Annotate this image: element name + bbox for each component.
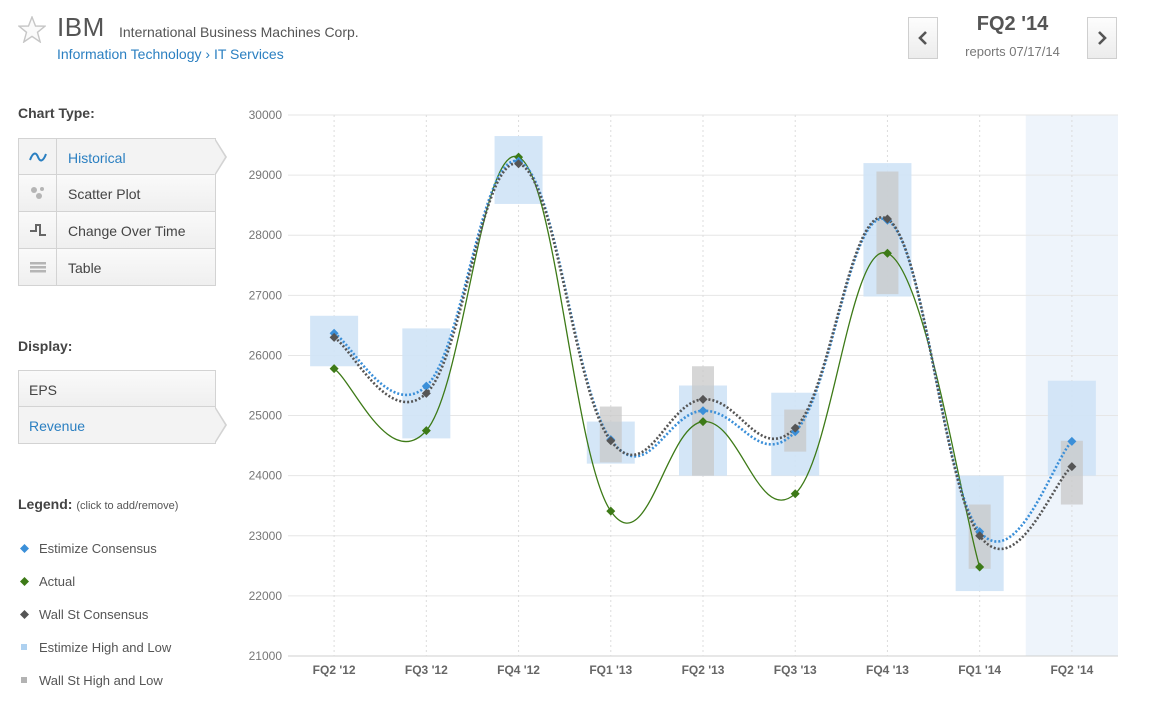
- wave-icon: [19, 139, 57, 174]
- chart-type-change-over-time[interactable]: Change Over Time: [18, 212, 216, 249]
- legend-label: Legend:: [18, 496, 73, 512]
- square-icon: [21, 677, 27, 683]
- wallst-point: [975, 531, 985, 541]
- x-tick-label: FQ2 '13: [682, 663, 725, 677]
- estimize-point: [421, 381, 431, 391]
- legend-label-estimize: Estimize Consensus: [39, 541, 157, 556]
- chart-type-menu: Historical Scatter Plot Change Over Time…: [18, 138, 227, 286]
- estimize-range-box: [494, 136, 543, 204]
- step-icon: [19, 212, 57, 248]
- wallst-point: [421, 388, 431, 398]
- wallst-point: [514, 159, 524, 169]
- wallst-point: [329, 332, 339, 342]
- estimize-point: [698, 406, 708, 416]
- wallst-point: [790, 423, 800, 433]
- x-tick-label: FQ4 '12: [497, 663, 540, 677]
- wallst-series-line: [333, 162, 1073, 551]
- estimize-point: [1067, 436, 1077, 446]
- chart-type-table[interactable]: Table: [18, 249, 216, 286]
- y-tick-label: 29000: [249, 168, 283, 182]
- y-tick-label: 23000: [249, 529, 283, 543]
- x-tick-label: FQ4 '13: [866, 663, 909, 677]
- legend-label-wallst: Wall St Consensus: [39, 607, 149, 622]
- next-quarter-button[interactable]: [1087, 17, 1117, 59]
- wallst-point: [606, 436, 616, 446]
- diamond-icon: [20, 544, 29, 553]
- y-tick-label: 25000: [249, 409, 283, 423]
- chart-type-scatter-label: Scatter Plot: [68, 186, 141, 202]
- actual-point: [790, 489, 800, 499]
- wallst-range-box: [876, 171, 899, 295]
- x-tick-label: FQ3 '12: [405, 663, 448, 677]
- wallst-point: [698, 394, 708, 404]
- previous-quarter-button[interactable]: [908, 17, 938, 59]
- legend-label-estimize-range: Estimize High and Low: [39, 640, 172, 655]
- report-date: reports 07/17/14: [965, 44, 1060, 59]
- y-tick-label: 30000: [249, 108, 283, 122]
- table-icon: [19, 249, 57, 285]
- actual-point: [606, 506, 616, 516]
- chevron-right-icon: [1098, 31, 1107, 45]
- display-revenue-label: Revenue: [29, 418, 86, 434]
- chart-type-table-label: Table: [68, 260, 102, 276]
- y-tick-label: 22000: [249, 589, 283, 603]
- square-icon: [21, 644, 27, 650]
- x-tick-label: FQ2 '12: [313, 663, 356, 677]
- breadcrumb: Information Technology › IT Services: [57, 46, 284, 62]
- chart-type-label: Chart Type:: [18, 105, 95, 121]
- breadcrumb-separator: ›: [205, 46, 211, 62]
- y-tick-label: 27000: [249, 288, 283, 302]
- legend-title: Legend: (click to add/remove): [18, 496, 178, 512]
- quarter-title: FQ2 '14: [976, 13, 1049, 35]
- diamond-icon: [20, 610, 29, 619]
- breadcrumb-sector-link[interactable]: Information Technology: [57, 46, 202, 62]
- actual-point: [882, 248, 892, 258]
- scatter-icon: [19, 175, 57, 211]
- x-tick-label: FQ1 '13: [589, 663, 632, 677]
- x-tick-label: FQ2 '14: [1050, 663, 1093, 677]
- y-tick-label: 21000: [249, 649, 283, 663]
- legend-label-actual: Actual: [39, 574, 76, 589]
- breadcrumb-industry-link[interactable]: IT Services: [213, 46, 284, 62]
- x-tick-label: FQ1 '14: [958, 663, 1001, 677]
- actual-point: [329, 364, 339, 374]
- wallst-point: [1067, 462, 1077, 472]
- wallst-point: [882, 214, 892, 224]
- wallst-range-box: [1060, 440, 1083, 505]
- company-name: International Business Machines Corp.: [119, 24, 359, 40]
- chart-type-historical-label: Historical: [68, 150, 126, 166]
- ticker-symbol: IBM: [57, 12, 105, 42]
- legend-label-wallst-range: Wall St High and Low: [39, 673, 163, 688]
- actual-point: [421, 426, 431, 436]
- chart-type-change-label: Change Over Time: [68, 223, 186, 239]
- display-eps[interactable]: EPS: [18, 370, 216, 407]
- display-revenue[interactable]: Revenue: [18, 406, 227, 444]
- wallst-range-box: [599, 406, 622, 463]
- chart-type-scatter[interactable]: Scatter Plot: [18, 175, 216, 212]
- actual-point: [975, 562, 985, 572]
- chevron-left-icon: [918, 31, 927, 45]
- display-menu: EPS Revenue: [18, 370, 227, 444]
- display-label: Display:: [18, 338, 73, 354]
- diamond-icon: [20, 577, 29, 586]
- y-tick-label: 24000: [249, 469, 283, 483]
- y-tick-label: 26000: [249, 348, 283, 362]
- favorite-star-icon[interactable]: [17, 15, 47, 48]
- chart-type-historical[interactable]: Historical: [18, 138, 227, 176]
- display-eps-label: EPS: [29, 382, 58, 398]
- actual-point: [698, 417, 708, 427]
- y-tick-label: 28000: [249, 228, 283, 242]
- x-tick-label: FQ3 '13: [774, 663, 817, 677]
- legend-hint: (click to add/remove): [76, 500, 179, 512]
